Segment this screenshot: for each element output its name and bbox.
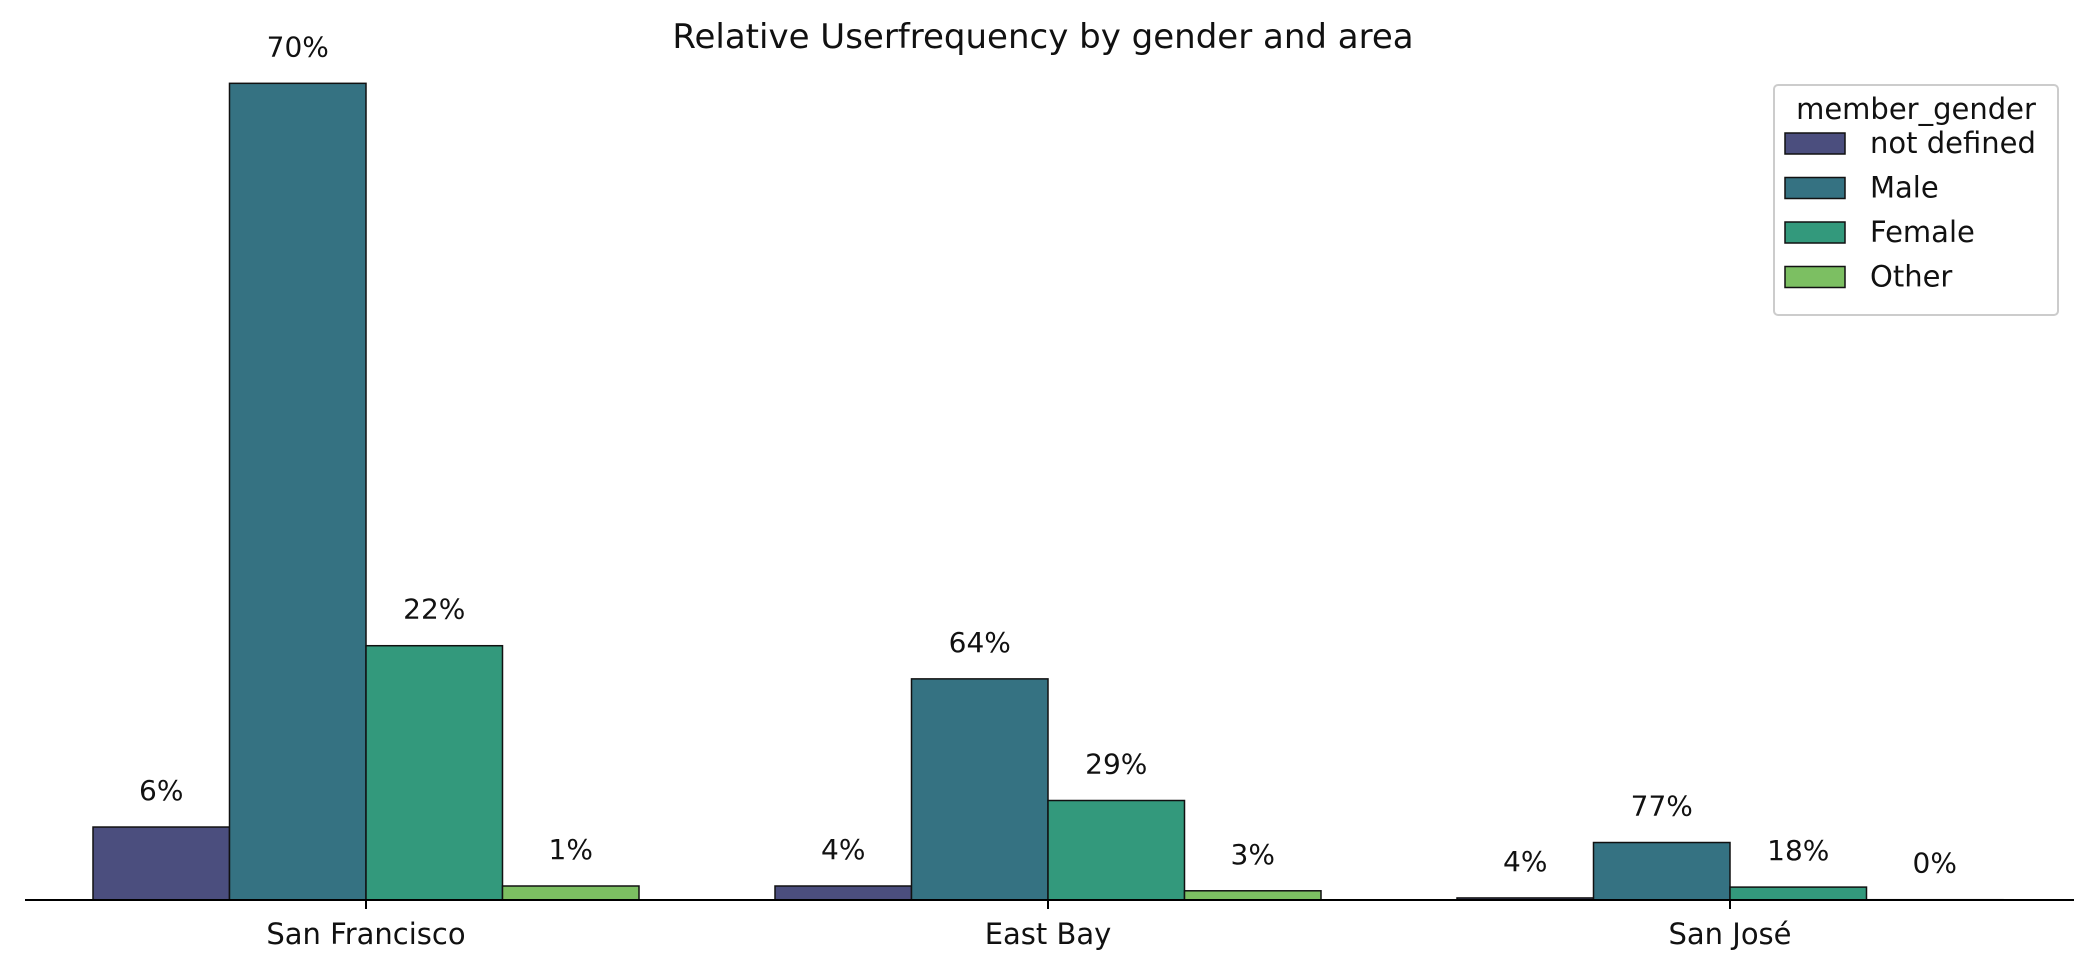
legend-title: member_gender [1796, 92, 2036, 126]
bar-label-san-jose-not-defined: 4% [1503, 845, 1547, 878]
bar-san-francisco-not-defined [92, 826, 231, 901]
legend-swatch-female [1784, 221, 1846, 244]
bar-label-san-francisco-male: 70% [267, 30, 329, 63]
x-tick-label-san-jose: San José [1668, 917, 1791, 951]
x-ticks-layer: San Francisco East Bay San José [266, 900, 1792, 951]
bar-label-east-bay-male: 64% [949, 626, 1011, 659]
x-tick-label-east-bay: East Bay [985, 917, 1112, 951]
legend-items: not defined Male Female Other [1784, 126, 2036, 294]
legend: member_gender not defined Male Female Other [1773, 84, 2059, 316]
legend-label-male: Male [1870, 171, 1939, 205]
chart-title: Relative Userfrequency by gender and are… [672, 17, 1413, 57]
x-tick-label-san-francisco: San Francisco [266, 917, 465, 951]
bars-layer [92, 82, 2004, 901]
legend-label-female: Female [1870, 215, 1975, 249]
bar-san-francisco-female [365, 644, 504, 901]
bar-east-bay-other [1183, 890, 1322, 901]
bar-label-san-jose-other: 0% [1913, 847, 1957, 880]
legend-label-not-defined: not defined [1870, 126, 2036, 160]
bar-label-san-francisco-other: 1% [549, 833, 593, 866]
bar-east-bay-not-defined [774, 885, 913, 901]
legend-swatch-male [1784, 176, 1846, 200]
bar-label-east-bay-female: 29% [1085, 748, 1147, 781]
bar-east-bay-female [1047, 799, 1186, 901]
bar-labels-layer: 6% 70% 22% 1% 4% 64% 29% 3% 4% 77% 18% 0% [139, 30, 1957, 879]
bar-san-jose-female [1729, 886, 1868, 901]
bar-label-san-jose-male: 77% [1631, 790, 1693, 823]
bar-san-francisco-male [228, 82, 367, 901]
bar-san-jose-male [1592, 841, 1731, 901]
legend-swatch-not-defined [1784, 132, 1846, 155]
bar-label-san-francisco-female: 22% [403, 593, 465, 626]
bar-label-san-francisco-not-defined: 6% [139, 774, 183, 807]
legend-label-other: Other [1870, 260, 1952, 294]
bar-east-bay-male [910, 678, 1049, 901]
bar-label-san-jose-female: 18% [1767, 834, 1829, 867]
bar-san-francisco-other [501, 885, 640, 901]
bar-label-east-bay-other: 3% [1231, 838, 1275, 871]
bar-label-east-bay-not-defined: 4% [821, 833, 865, 866]
legend-swatch-other [1784, 265, 1846, 289]
